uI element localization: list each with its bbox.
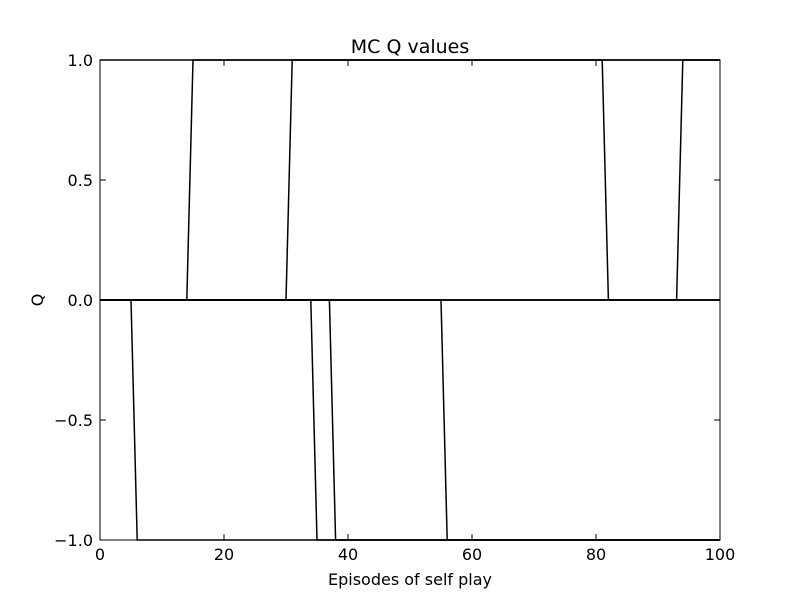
y-tick-label: 0.0 — [68, 291, 93, 310]
x-tick-label: 0 — [95, 545, 105, 564]
x-tick-label: 80 — [586, 545, 606, 564]
x-tick-label: 60 — [462, 545, 482, 564]
x-tick-label: 100 — [705, 545, 736, 564]
x-tick-label: 20 — [214, 545, 234, 564]
chart-title: MC Q values — [351, 36, 470, 58]
y-tick-label: −0.5 — [54, 411, 93, 430]
y-tick-label: 0.5 — [68, 171, 93, 190]
y-axis-label: Q — [28, 294, 47, 307]
y-tick-label: 1.0 — [68, 51, 93, 70]
x-axis-label: Episodes of self play — [328, 570, 492, 589]
ticks-layer: 0 20 40 60 80 100 −1.0 −0.5 0.0 0.5 1.0 — [54, 51, 735, 564]
y-tick-label: −1.0 — [54, 531, 93, 550]
x-tick-label: 40 — [338, 545, 358, 564]
